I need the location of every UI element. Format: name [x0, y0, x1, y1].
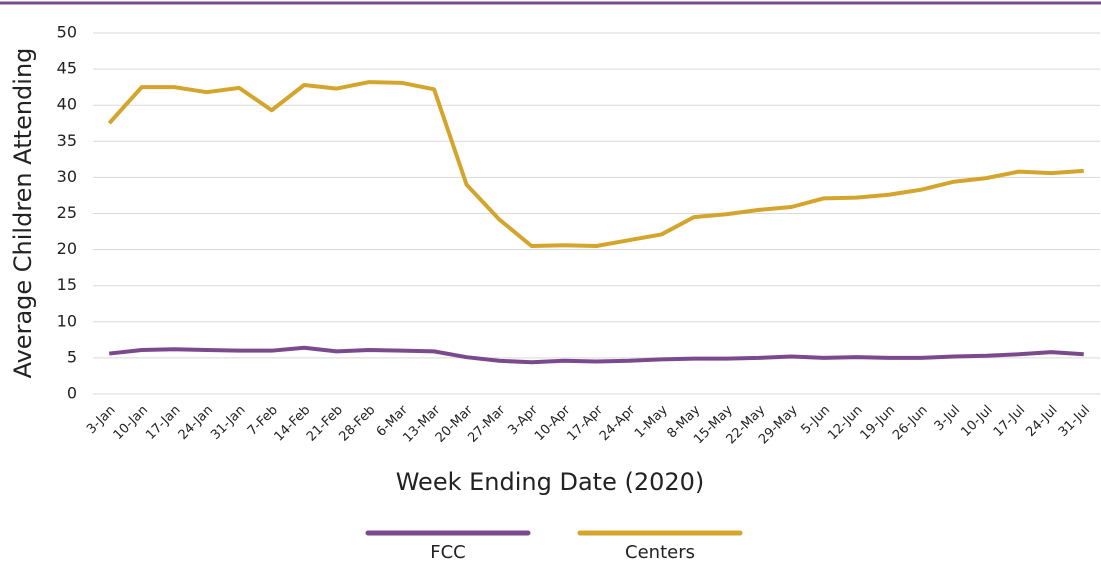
y-tick-label: 15 [57, 275, 77, 294]
y-tick-label: 30 [57, 167, 77, 186]
x-tick-label: 27-Mar [465, 402, 508, 445]
y-tick-label: 0 [67, 384, 77, 403]
x-tick-label: 19-Jun [858, 403, 899, 444]
x-tick-label: 24-Jul [1023, 403, 1060, 440]
series-line [109, 345, 1084, 365]
y-tick-label: 25 [57, 203, 77, 222]
y-tick-label: 50 [57, 23, 77, 42]
x-tick-label: 10-Jul [958, 403, 995, 440]
x-tick-label: 24-Apr [597, 402, 639, 444]
x-tick-label: 26-Jun [890, 403, 931, 444]
x-tick-label: 12-Jun [825, 403, 866, 444]
x-tick-label: 1-May [632, 402, 671, 441]
x-tick-label: 10-Jan [111, 403, 151, 443]
x-axis-title: Week Ending Date (2020) [396, 468, 705, 496]
x-tick-label: 17-Jan [143, 403, 183, 443]
legend-label: FCC [430, 542, 466, 563]
y-tick-label: 10 [57, 311, 77, 330]
y-tick-label: 20 [57, 239, 77, 258]
y-tick-label: 5 [67, 347, 77, 366]
series-line [107, 80, 1084, 248]
y-tick-label: 40 [57, 95, 77, 114]
x-tick-label: 31-Jul [1056, 403, 1093, 440]
y-tick-label: 35 [57, 131, 77, 150]
x-tick-label: 17-Jul [991, 403, 1028, 440]
x-tick-label: 24-Jan [176, 403, 216, 443]
legend-label: Centers [625, 542, 695, 563]
x-tick-label: 28-Feb [337, 403, 379, 445]
y-axis-title: Average Children Attending [9, 48, 37, 379]
y-tick-label: 45 [57, 59, 77, 78]
x-tick-label: 31-Jan [208, 403, 248, 443]
